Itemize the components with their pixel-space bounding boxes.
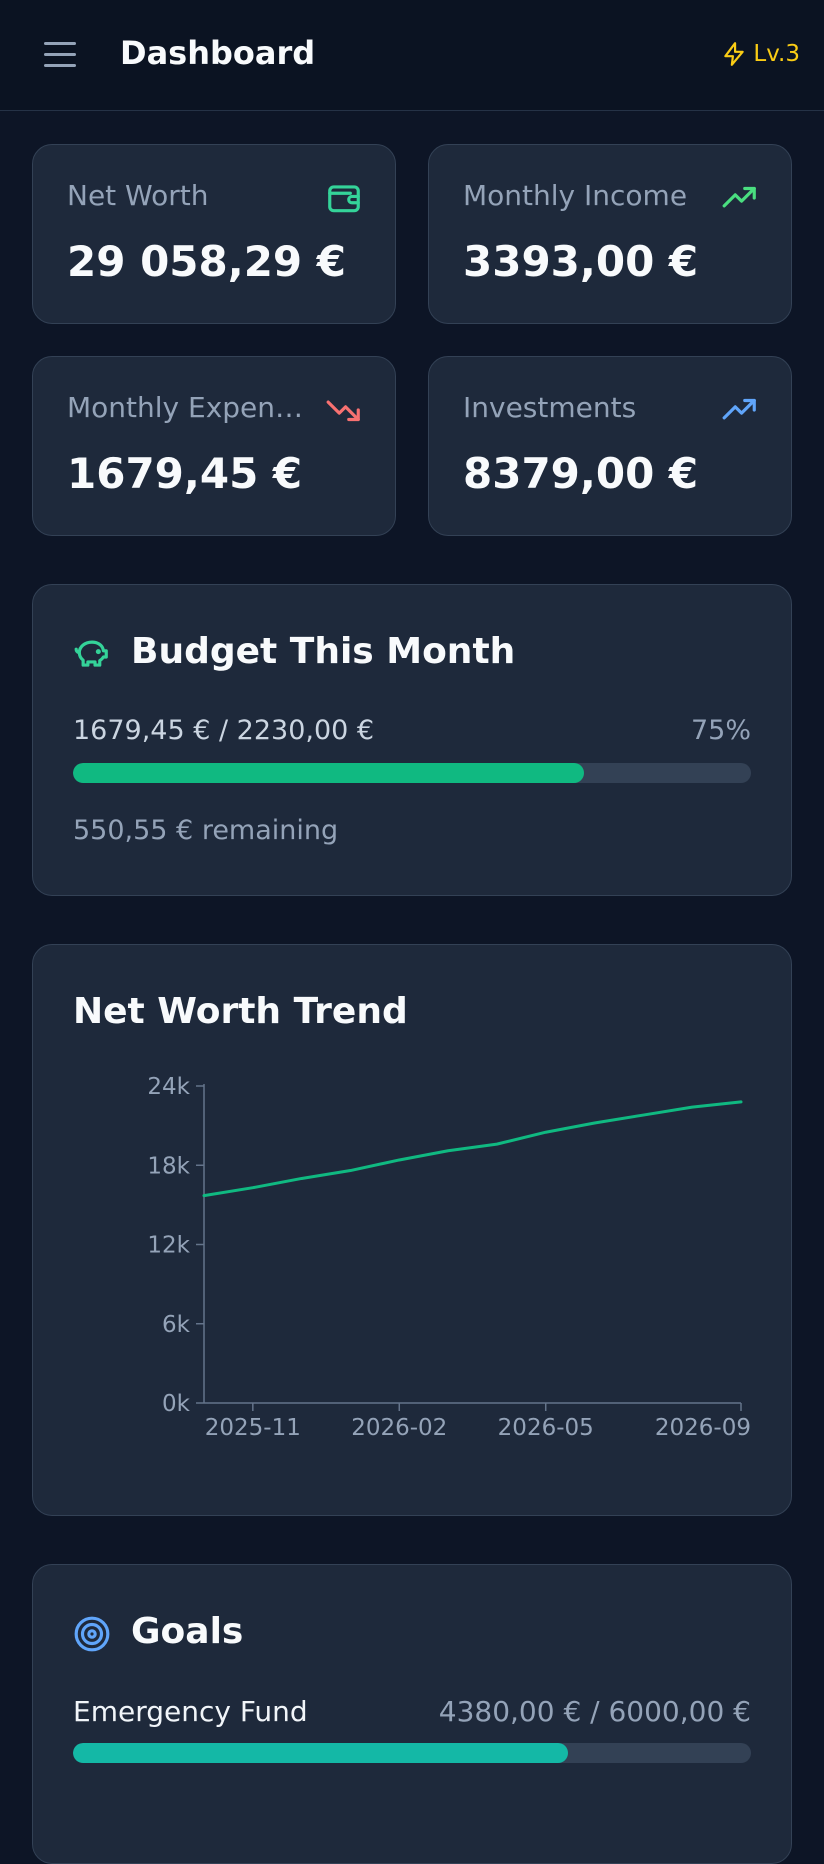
goals-card: Goals Emergency Fund 4380,00 € / 6000,00… — [32, 1564, 792, 1864]
stat-card-monthly-income[interactable]: Monthly Income 3393,00 € — [428, 144, 792, 324]
trending-up-icon — [722, 398, 756, 420]
stat-card-investments[interactable]: Investments 8379,00 € — [428, 356, 792, 536]
budget-progress-fill — [73, 763, 584, 783]
level-badge[interactable]: Lv.3 — [721, 40, 800, 68]
goal-progress-fill — [73, 1743, 568, 1763]
net-worth-series-line — [202, 1100, 743, 1198]
y-tick-label: 6k — [162, 1312, 191, 1338]
target-icon — [74, 1616, 110, 1652]
goal-amount: 4380,00 € / 6000,00 € — [438, 1695, 751, 1728]
stat-value: 29 058,29 € — [67, 237, 346, 286]
stat-value: 3393,00 € — [463, 237, 699, 286]
trending-up-icon — [722, 186, 756, 208]
level-label: Lv.3 — [753, 41, 800, 67]
stat-label: Monthly Income — [463, 179, 688, 212]
lightning-bolt-icon — [724, 42, 745, 66]
trend-title: Net Worth Trend — [73, 991, 408, 1032]
budget-progress-track — [73, 763, 751, 783]
goal-progress-track — [73, 1743, 751, 1763]
y-tick-label: 18k — [147, 1153, 190, 1179]
y-tick-label: 0k — [162, 1391, 191, 1417]
hamburger-menu-icon[interactable] — [44, 40, 76, 70]
x-tick-label: 2025-11 — [205, 1415, 301, 1441]
budget-remaining-text: 550,55 € remaining — [73, 815, 339, 846]
goals-title: Goals — [131, 1611, 244, 1652]
piggy-bank-icon — [74, 640, 108, 667]
y-tick-label: 24k — [147, 1074, 190, 1100]
budget-title: Budget This Month — [131, 631, 516, 672]
x-tick-label: 2026-09 — [655, 1415, 751, 1441]
stat-card-monthly-expenses[interactable]: Monthly Expenses 1679,45 € — [32, 356, 396, 536]
wallet-icon — [328, 185, 360, 213]
budget-card: Budget This Month 1679,45 € / 2230,00 € … — [32, 584, 792, 896]
y-tick-label: 12k — [147, 1233, 190, 1259]
net-worth-trend-card: Net Worth Trend 0k 6k 12k 18k 24k 2025-11 2026… — [32, 944, 792, 1516]
budget-spent-text: 1679,45 € / 2230,00 € — [73, 715, 375, 746]
stat-label: Monthly Expenses — [67, 391, 307, 424]
goal-name: Emergency Fund — [73, 1695, 308, 1728]
x-tick-label: 2026-02 — [351, 1415, 447, 1441]
page-title: Dashboard — [120, 34, 316, 72]
stat-label: Net Worth — [67, 179, 209, 212]
top-bar: Dashboard Lv.3 — [0, 0, 824, 111]
stat-value: 8379,00 € — [463, 449, 699, 498]
stat-label: Investments — [463, 391, 637, 424]
stat-card-net-worth[interactable]: Net Worth 29 058,29 € — [32, 144, 396, 324]
trending-down-icon — [326, 400, 360, 422]
x-tick-label: 2026-05 — [498, 1415, 594, 1441]
stat-value: 1679,45 € — [67, 449, 303, 498]
net-worth-line-chart: 0k 6k 12k 18k 24k 2025-11 2026-02 2026-05 2026-0… — [147, 1074, 751, 1441]
budget-percent: 75% — [690, 715, 751, 746]
